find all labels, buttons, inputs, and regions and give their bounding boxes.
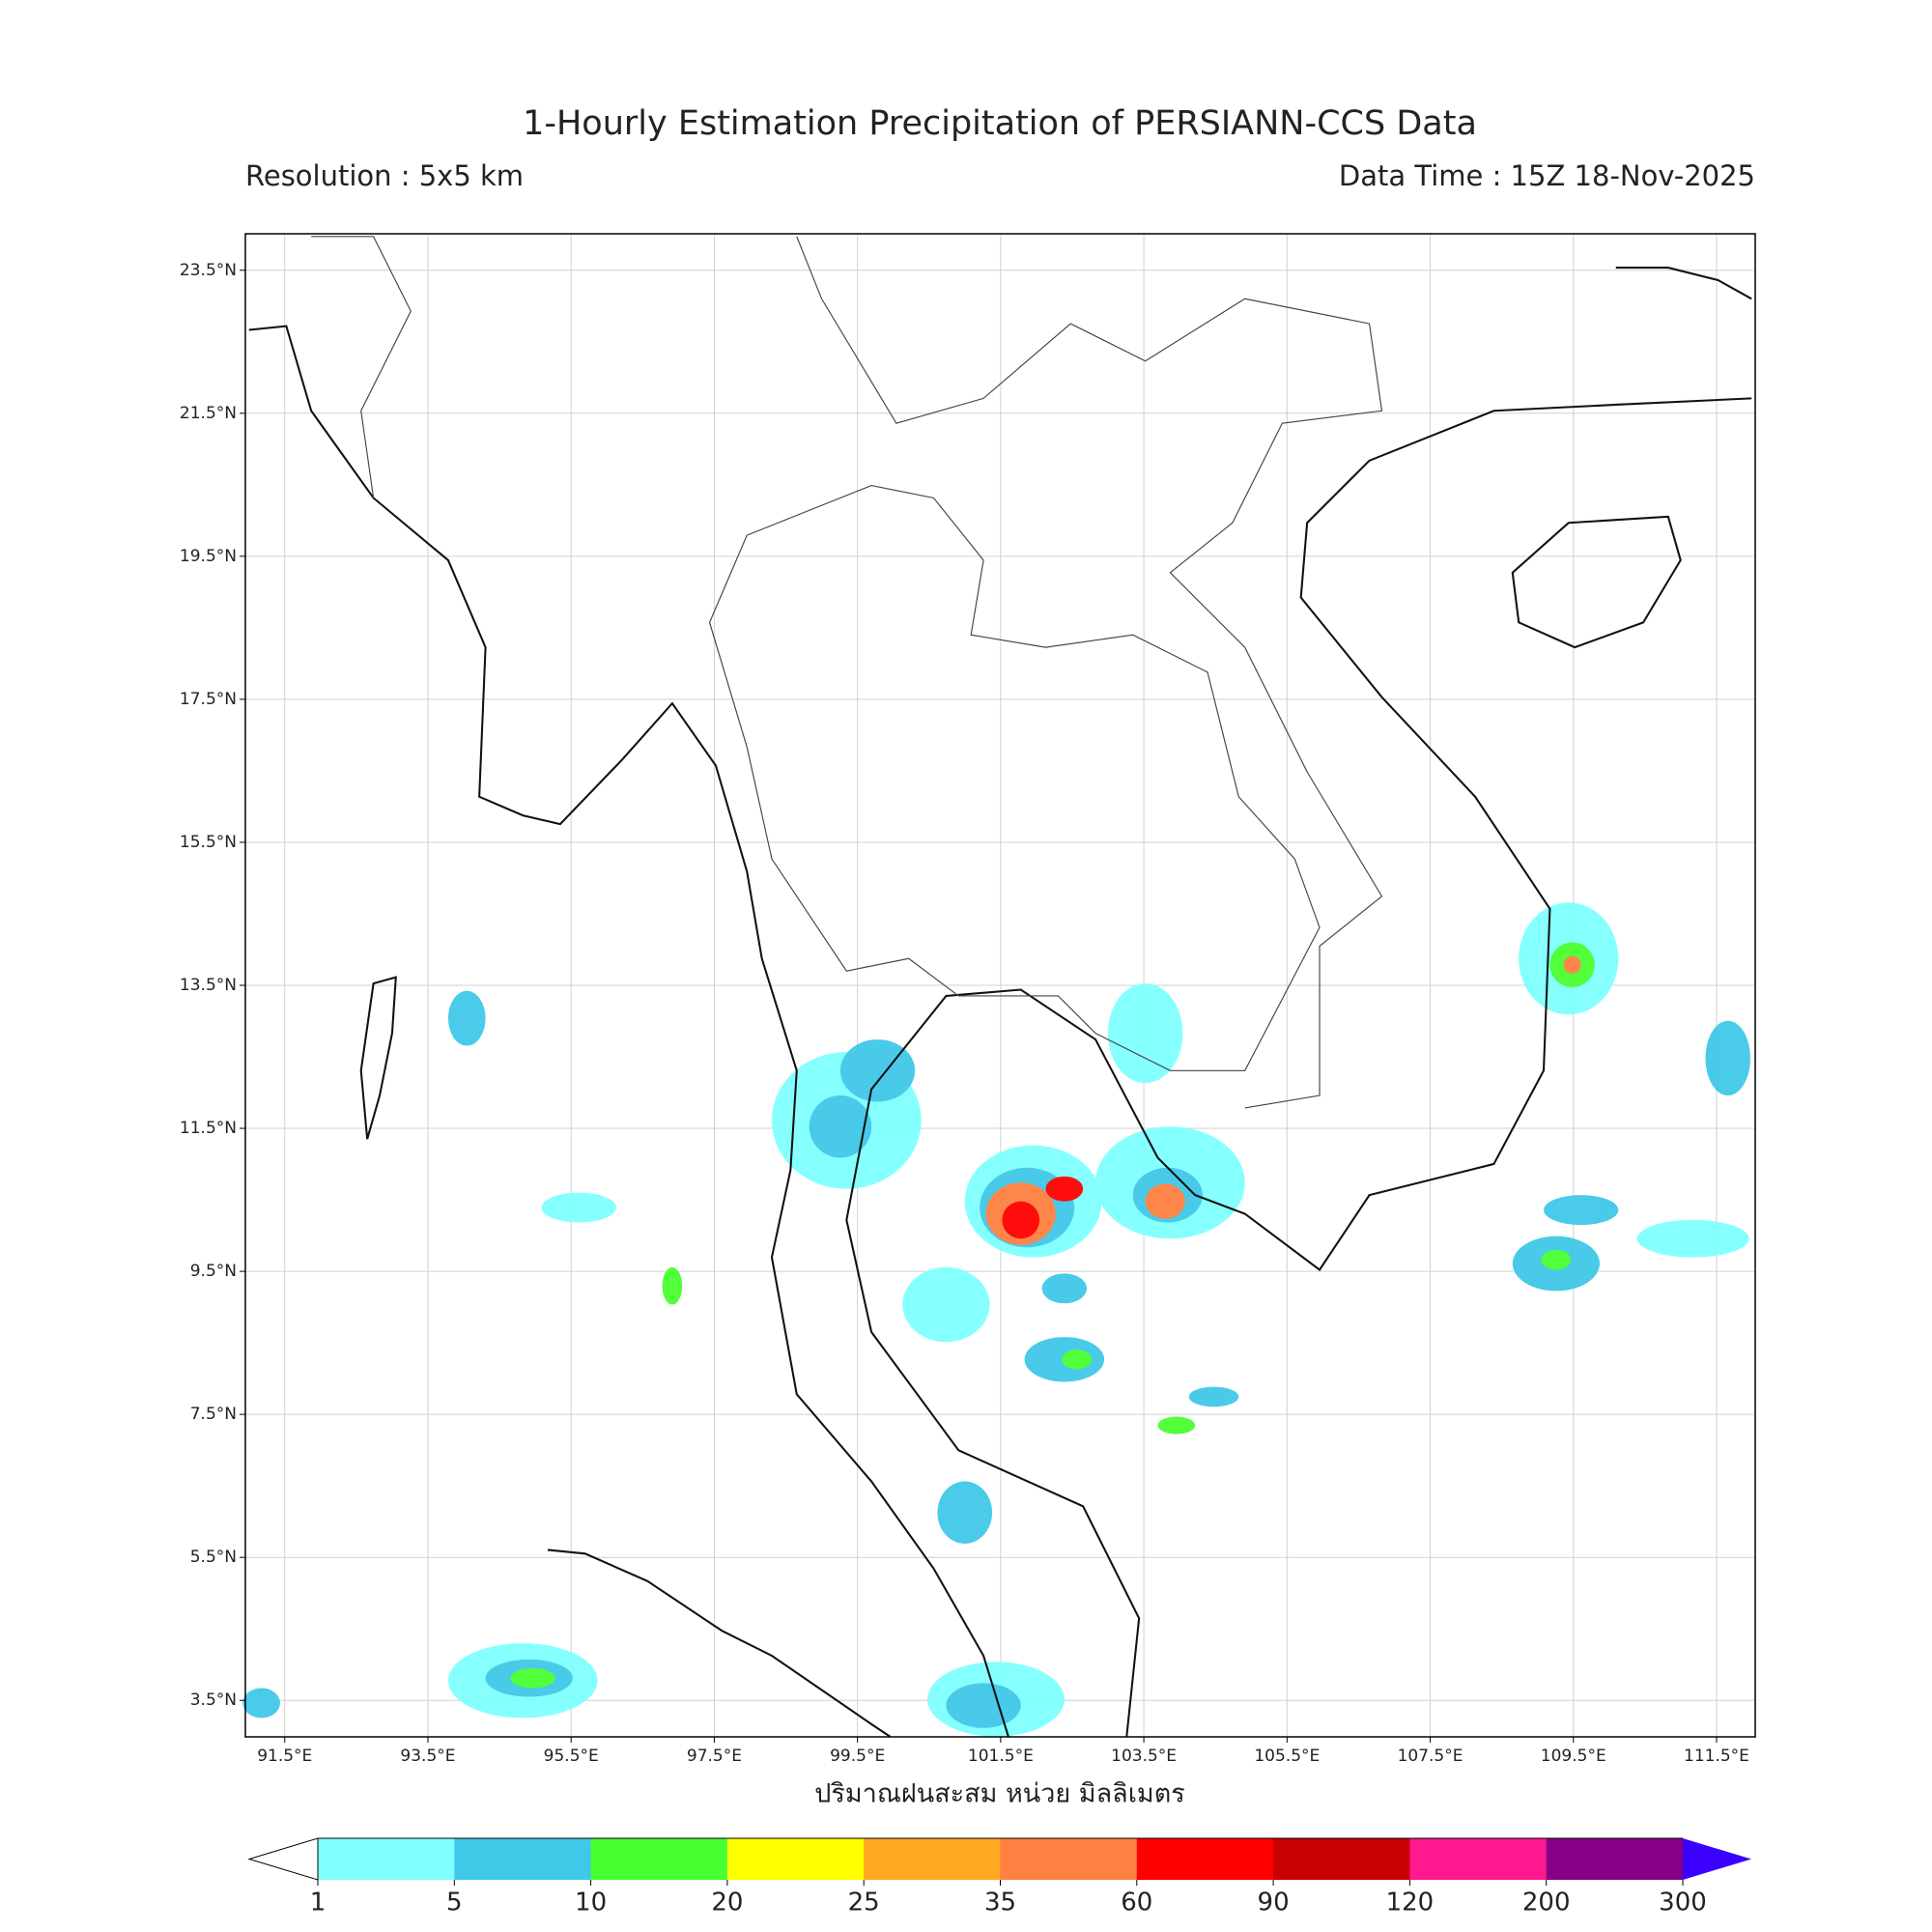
x-axis-label: ปริมาณฝนสะสม หน่วย มิลลิเมตร (814, 1779, 1185, 1809)
y-tick-label: 21.5°N (180, 404, 237, 423)
y-tick-label: 23.5°N (180, 261, 237, 280)
x-tick-label: 93.5°E (400, 1747, 455, 1766)
y-tick-label: 3.5°N (190, 1690, 237, 1710)
colorbar-tick-label: 5 (446, 1889, 463, 1918)
x-tick-label: 103.5°E (1111, 1747, 1177, 1766)
colorbar-segment (726, 1838, 865, 1880)
y-tick-label: 13.5°N (180, 976, 237, 995)
data-time: Data Time : 15Z 18-Nov-2025 (1339, 159, 1755, 192)
colorbar: 1 5 10 20 25 35 60 90 120 200 300 (247, 1837, 1751, 1918)
title: 1-Hourly Estimation Precipitation of PER… (523, 104, 1477, 143)
y-tick-label: 9.5°N (190, 1262, 237, 1281)
x-tick-label: 105.5°E (1254, 1747, 1320, 1766)
y-tick-label: 15.5°N (180, 833, 237, 852)
x-tick-label: 101.5°E (968, 1747, 1034, 1766)
y-tick-label: 19.5°N (180, 547, 237, 566)
y-tick-label: 17.5°N (180, 690, 237, 709)
colorbar-segment (454, 1838, 592, 1880)
precipitation (242, 902, 1750, 1737)
x-tick-label: 91.5°E (257, 1747, 312, 1766)
colorbar-tick-label: 1 (310, 1889, 327, 1918)
x-tick-label: 97.5°E (687, 1747, 742, 1766)
x-tick-label: 107.5°E (1398, 1747, 1463, 1766)
colorbar-segment (1000, 1838, 1138, 1880)
y-tick-label: 5.5°N (190, 1548, 237, 1567)
colorbar-segment (1409, 1838, 1548, 1880)
resolution: Resolution : 5x5 km (245, 159, 524, 192)
x-tick-label: 111.5°E (1684, 1747, 1749, 1766)
colorbar-tick-label: 10 (575, 1889, 607, 1918)
colorbar-tick-label: 60 (1121, 1889, 1152, 1918)
colorbar-segment (590, 1838, 728, 1880)
colorbar-segment (1273, 1838, 1410, 1880)
colorbar-segment (864, 1838, 1001, 1880)
y-tick-label: 11.5°N (180, 1119, 237, 1138)
colorbar-tick-label: 120 (1386, 1889, 1435, 1918)
colorbar-segment (1136, 1838, 1274, 1880)
colorbar-tick-label: 20 (711, 1889, 743, 1918)
y-tick-label: 7.5°N (190, 1405, 237, 1424)
colorbar-under (247, 1837, 319, 1881)
colorbar-segment (1546, 1838, 1684, 1880)
colorbar-segment (318, 1838, 455, 1880)
colorbar-over (1683, 1838, 1751, 1880)
colorbar-tick-label: 90 (1258, 1889, 1290, 1918)
x-tick-label: 99.5°E (830, 1747, 885, 1766)
colorbar-tick-label: 25 (848, 1889, 880, 1918)
x-tick-label: 95.5°E (544, 1747, 599, 1766)
map-features (242, 236, 1752, 1738)
colorbar-tick-label: 300 (1659, 1889, 1707, 1918)
x-tick-label: 109.5°E (1541, 1747, 1606, 1766)
colorbar-tick-label: 35 (984, 1889, 1016, 1918)
colorbar-tick-label: 200 (1522, 1889, 1571, 1918)
